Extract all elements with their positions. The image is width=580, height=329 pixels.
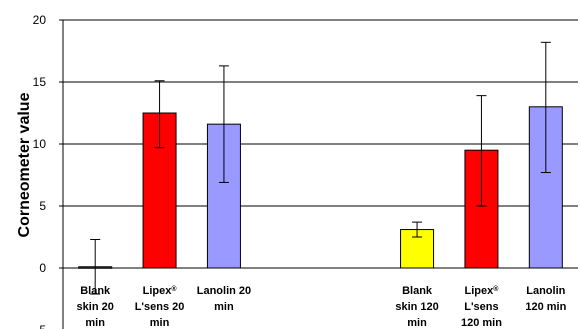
category-label-line: 120 min	[525, 301, 566, 313]
y-tick-label: 10	[33, 137, 47, 151]
category-label: Lipex® L'sens 120 min	[461, 285, 502, 329]
y-tick-label: 5	[39, 199, 46, 213]
category-label-line: min	[214, 301, 234, 313]
registered-mark: ®	[493, 285, 499, 293]
category-label-line: L'sens 20	[135, 301, 185, 313]
category-label-line: Lanolin 20	[197, 285, 251, 297]
category-label: Lanolin 120 min	[525, 285, 566, 313]
category-label-line: Lipex®	[143, 285, 178, 298]
category-label-line: 120 min	[461, 317, 502, 329]
registered-mark: ®	[171, 285, 177, 293]
y-tick-labels: -5 0 5 10 15 20	[33, 13, 47, 329]
error-bars	[90, 41, 551, 295]
y-tick-label: 0	[39, 261, 46, 275]
category-label-line: min	[407, 317, 427, 329]
gridlines	[63, 19, 578, 207]
category-label-line: Lanolin	[526, 285, 565, 297]
axes	[59, 19, 578, 329]
category-label-line: Lipex®	[464, 285, 499, 298]
category-label: Lanolin 20 min	[197, 285, 251, 313]
y-tick-label: 15	[33, 75, 47, 89]
category-label: Lipex® L'sens 20 min	[135, 285, 185, 329]
category-label-line: min	[150, 317, 170, 329]
category-label-line: Blank	[402, 285, 433, 297]
category-label-line: min	[85, 317, 105, 329]
category-label: Blank skin 120 min	[395, 285, 438, 329]
category-label: Blank skin 20 min	[77, 285, 114, 329]
y-tick-label: -5	[35, 323, 46, 329]
y-axis-title: Corneometer value	[16, 92, 33, 237]
category-label-line: L'sens	[464, 301, 498, 313]
y-tick-label: 20	[33, 13, 47, 27]
category-label-line: Blank	[80, 285, 111, 297]
category-label-line: skin 120	[395, 301, 438, 313]
bars	[78, 106, 563, 269]
category-label-line: skin 20	[77, 301, 114, 313]
